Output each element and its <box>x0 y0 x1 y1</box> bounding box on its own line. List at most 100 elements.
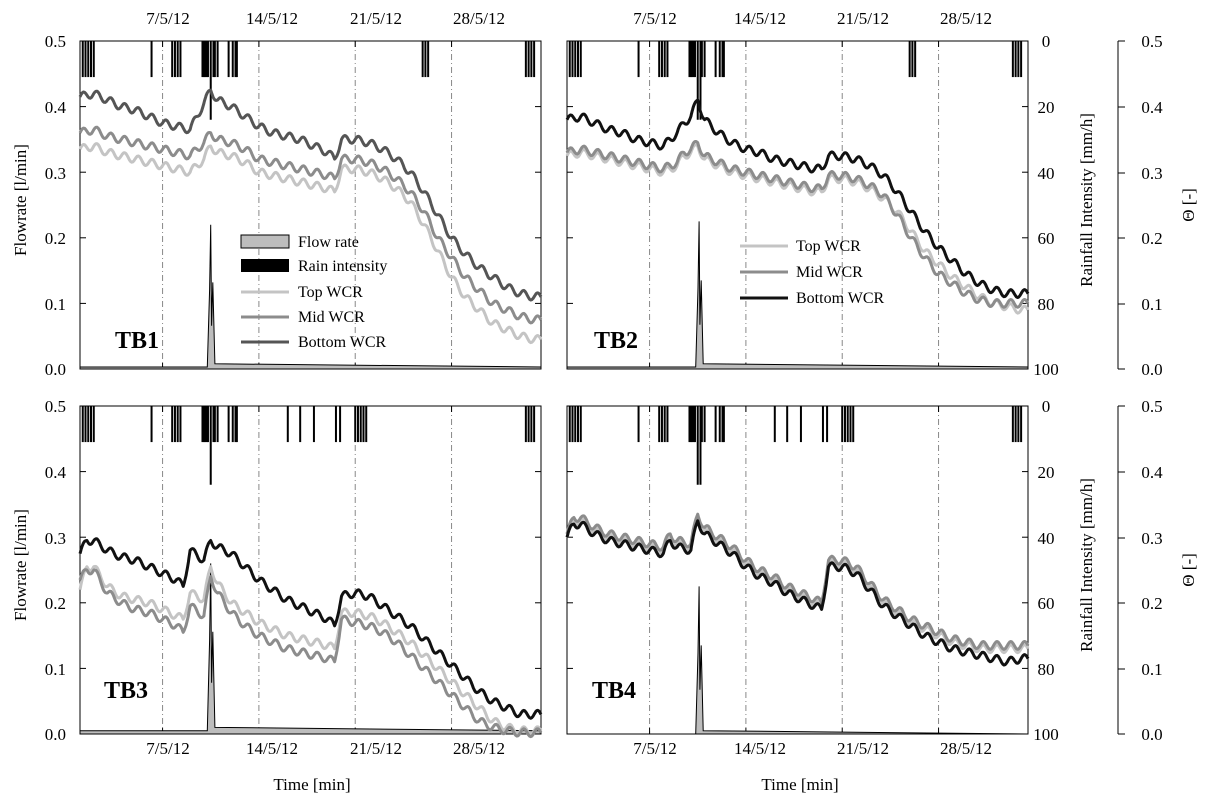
panel-tb3 <box>78 405 543 739</box>
bottom-date-label: 14/5/12 <box>734 739 786 758</box>
flow-tick-label: 0.4 <box>45 463 67 482</box>
rain-axis-title: Rainfall Intensity [mm/h] <box>1077 478 1096 652</box>
plot-frame <box>566 405 1029 735</box>
panel-tag: TB2 <box>594 328 638 354</box>
flow-tick-label: 0.0 <box>45 725 66 744</box>
x-axis-title: Time [min] <box>273 775 350 794</box>
theta-tick-label: 0.4 <box>1141 463 1163 482</box>
top-wcr-line <box>565 516 1030 655</box>
bottom-date-label: 7/5/12 <box>146 739 189 758</box>
panel-tb2 <box>565 40 1030 370</box>
panel-tag: TB3 <box>104 678 148 704</box>
rain-tick-label: 60 <box>1038 594 1055 613</box>
bottom-date-label: 28/5/12 <box>940 739 992 758</box>
top-date-label: 21/5/12 <box>350 9 402 28</box>
bottom-date-label: 14/5/12 <box>246 739 298 758</box>
theta-tick-label: 0.5 <box>1141 32 1162 51</box>
mid-wcr-line <box>78 125 543 325</box>
panel-tag: TB1 <box>115 328 159 354</box>
mid-wcr-line <box>78 568 543 739</box>
rain-tick-label: 0 <box>1042 397 1051 416</box>
theta-axis-title: Θ [-] <box>1179 188 1198 222</box>
flow-tick-label: 0.2 <box>45 594 66 613</box>
bottom-wcr-line <box>78 537 543 720</box>
legend-tb1: Flow rate Rain intensity Top WCR Mid WCR… <box>240 234 387 351</box>
top-date-label: 14/5/12 <box>246 9 298 28</box>
panel-tb1 <box>78 40 543 370</box>
rain-tick-label: 60 <box>1038 229 1055 248</box>
flow-rate-area <box>566 221 1029 370</box>
theta-tick-label: 0.0 <box>1141 725 1162 744</box>
theta-tick-label: 0.3 <box>1141 164 1162 183</box>
flow-tick-label: 0.1 <box>45 295 66 314</box>
top-wcr-line <box>78 564 543 737</box>
mid-wcr-line <box>565 140 1030 309</box>
rain-tick-label: 100 <box>1033 725 1059 744</box>
theta-tick-label: 0.5 <box>1141 397 1162 416</box>
legend-label-bottom: Bottom WCR <box>298 334 386 351</box>
rain-tick-label: 40 <box>1038 164 1055 183</box>
flow-tick-label: 0.3 <box>45 529 66 548</box>
panels <box>78 40 1030 739</box>
theta-tick-label: 0.0 <box>1141 360 1162 379</box>
flow-rate-area <box>79 224 542 370</box>
flow-rate-area <box>567 586 1029 735</box>
bottom-date-label: 28/5/12 <box>453 739 505 758</box>
theta-tick-label: 0.1 <box>1141 660 1162 679</box>
panel-tb4 <box>565 405 1030 735</box>
legend-label-top: Top WCR <box>796 238 861 255</box>
flow-tick-label: 0.0 <box>45 360 66 379</box>
theta-tick-label: 0.2 <box>1141 594 1162 613</box>
top-date-label: 21/5/12 <box>837 9 889 28</box>
legend-label-flow: Flow rate <box>298 234 359 251</box>
top-date-label: 28/5/12 <box>453 9 505 28</box>
x-axis-title: Time [min] <box>761 775 838 794</box>
legend-label-mid: Mid WCR <box>796 264 863 281</box>
rain-tick-label: 100 <box>1033 360 1059 379</box>
theta-tick-label: 0.4 <box>1141 98 1163 117</box>
rain-tick-label: 80 <box>1038 295 1055 314</box>
mid-wcr-line <box>565 512 1030 651</box>
legend-label-bottom: Bottom WCR <box>796 290 884 307</box>
rain-tick-label: 20 <box>1038 98 1055 117</box>
legend-label-rain: Rain intensity <box>298 258 387 275</box>
bottom-wcr-line <box>565 519 1030 667</box>
top-date-label: 28/5/12 <box>940 9 992 28</box>
bottom-date-label: 21/5/12 <box>350 739 402 758</box>
top-date-label: 14/5/12 <box>734 9 786 28</box>
flow-tick-label: 0.2 <box>45 229 66 248</box>
legend-label-mid: Mid WCR <box>298 309 365 326</box>
flow-tick-label: 0.5 <box>45 32 66 51</box>
legend-swatch-flow <box>240 234 290 249</box>
flow-rate-area <box>79 563 542 735</box>
flow-tick-label: 0.5 <box>45 397 66 416</box>
top-date-label: 7/5/12 <box>146 9 189 28</box>
theta-axis-title: Θ [-] <box>1179 553 1198 587</box>
legend-tb2: Top WCR Mid WCR Bottom WCR <box>740 238 884 307</box>
rain-axis-title: Rainfall Intensity [mm/h] <box>1077 113 1096 287</box>
legend-label-top: Top WCR <box>298 284 363 301</box>
theta-axis-bottom <box>1117 405 1125 735</box>
panel-tag: TB4 <box>592 678 636 704</box>
theta-axis-top <box>1117 40 1125 370</box>
legend-swatch-rain <box>241 259 289 272</box>
theta-tick-label: 0.3 <box>1141 529 1162 548</box>
rain-tick-label: 0 <box>1042 32 1051 51</box>
top-wcr-line <box>78 142 543 345</box>
rain-tick-label: 20 <box>1038 463 1055 482</box>
theta-tick-label: 0.1 <box>1141 295 1162 314</box>
rain-tick-label: 80 <box>1038 660 1055 679</box>
bottom-wcr-line <box>565 98 1030 299</box>
flow-tick-label: 0.3 <box>45 164 66 183</box>
top-wcr-line <box>565 143 1030 315</box>
bottom-wcr-line <box>78 88 543 302</box>
flow-axis-title: Flowrate [l/min] <box>11 144 30 256</box>
flow-axis-title: Flowrate [l/min] <box>11 509 30 621</box>
top-date-label: 7/5/12 <box>633 9 676 28</box>
rain-tick-label: 40 <box>1038 529 1055 548</box>
flow-tick-label: 0.1 <box>45 660 66 679</box>
plot-frame <box>566 40 1029 370</box>
flow-tick-label: 0.4 <box>45 98 67 117</box>
theta-tick-label: 0.2 <box>1141 229 1162 248</box>
